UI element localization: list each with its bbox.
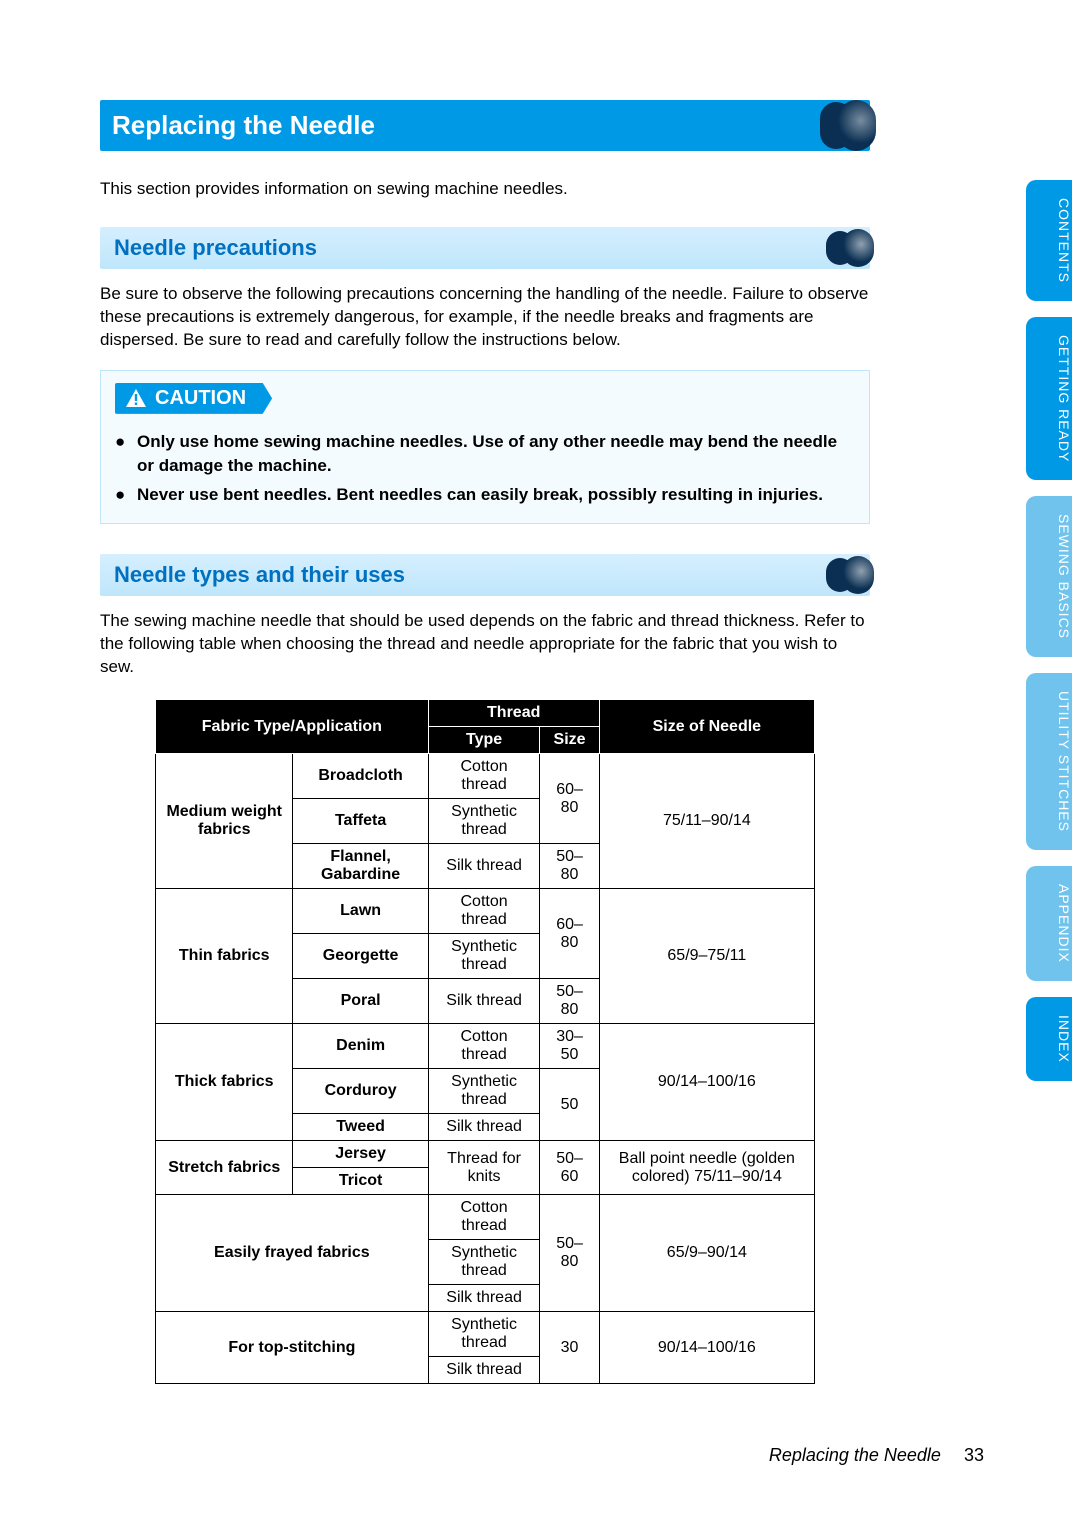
section-title-needle-types: Needle types and their uses	[100, 554, 870, 596]
fabric-cell: Corduroy	[293, 1069, 428, 1114]
fabric-group: Thick fabrics	[156, 1024, 293, 1141]
thread-type: Synthetic thread	[428, 934, 540, 979]
thread-size: 50–60	[540, 1141, 599, 1195]
fabric-group: For top-stitching	[156, 1312, 429, 1384]
thread-size: 60–80	[540, 889, 599, 979]
needle-size: 65/9–90/14	[599, 1195, 814, 1312]
th-thread-size: Size	[540, 727, 599, 754]
thread-type: Synthetic thread	[428, 1312, 540, 1357]
tab-getting-ready[interactable]: GETTING READY	[1026, 317, 1072, 480]
thread-type: Thread for knits	[428, 1141, 540, 1195]
thread-size: 30	[540, 1312, 599, 1384]
thread-type: Cotton thread	[428, 1024, 540, 1069]
th-needle: Size of Needle	[599, 700, 814, 754]
tab-index[interactable]: INDEX	[1026, 997, 1072, 1081]
caution-tag: CAUTION	[115, 383, 272, 414]
caution-item: Only use home sewing machine needles. Us…	[115, 430, 855, 478]
section2-text: The sewing machine needle that should be…	[100, 610, 870, 679]
th-thread: Thread	[428, 700, 599, 727]
thread-size: 50–80	[540, 1195, 599, 1312]
caution-label: CAUTION	[155, 387, 246, 410]
fabric-cell: Denim	[293, 1024, 428, 1069]
thread-type: Cotton thread	[428, 1195, 540, 1240]
tab-appendix[interactable]: APPENDIX	[1026, 866, 1072, 981]
footer-title: Replacing the Needle	[769, 1445, 941, 1465]
warning-icon	[125, 388, 147, 408]
thread-size: 60–80	[540, 754, 599, 844]
fabric-group: Stretch fabrics	[156, 1141, 293, 1195]
thread-type: Silk thread	[428, 1114, 540, 1141]
thread-type: Synthetic thread	[428, 1240, 540, 1285]
needle-table: Fabric Type/Application Thread Size of N…	[155, 699, 815, 1384]
thread-size: 50–80	[540, 844, 599, 889]
thread-type: Silk thread	[428, 1285, 540, 1312]
thread-size: 30–50	[540, 1024, 599, 1069]
fabric-cell: Tricot	[293, 1168, 428, 1195]
caution-box: CAUTION Only use home sewing machine nee…	[100, 370, 870, 524]
thread-type: Synthetic thread	[428, 799, 540, 844]
fabric-group: Medium weight fabrics	[156, 754, 293, 889]
fabric-cell: Tweed	[293, 1114, 428, 1141]
page-main-title: Replacing the Needle	[100, 100, 870, 151]
fabric-cell: Flannel, Gabardine	[293, 844, 428, 889]
fabric-group: Thin fabrics	[156, 889, 293, 1024]
thread-type: Silk thread	[428, 1357, 540, 1384]
th-thread-type: Type	[428, 727, 540, 754]
fabric-cell: Lawn	[293, 889, 428, 934]
section-title-precautions: Needle precautions	[100, 227, 870, 269]
needle-size: 65/9–75/11	[599, 889, 814, 1024]
thread-size: 50–80	[540, 979, 599, 1024]
footer-page-number: 33	[964, 1445, 984, 1465]
fabric-cell: Georgette	[293, 934, 428, 979]
intro-text: This section provides information on sew…	[100, 179, 870, 199]
caution-item: Never use bent needles. Bent needles can…	[115, 483, 855, 507]
thread-type: Cotton thread	[428, 889, 540, 934]
thread-type: Silk thread	[428, 844, 540, 889]
tab-contents[interactable]: CONTENTS	[1026, 180, 1072, 301]
section1-text: Be sure to observe the following precaut…	[100, 283, 870, 352]
page-footer: Replacing the Needle 33	[769, 1445, 984, 1466]
side-nav: CONTENTS GETTING READY SEWING BASICS UTI…	[1026, 180, 1072, 1097]
needle-size: 90/14–100/16	[599, 1024, 814, 1141]
fabric-cell: Jersey	[293, 1141, 428, 1168]
needle-size: Ball point needle (golden colored) 75/11…	[599, 1141, 814, 1195]
fabric-group: Easily frayed fabrics	[156, 1195, 429, 1312]
tab-sewing-basics[interactable]: SEWING BASICS	[1026, 496, 1072, 657]
thread-type: Cotton thread	[428, 754, 540, 799]
needle-size: 75/11–90/14	[599, 754, 814, 889]
thread-type: Synthetic thread	[428, 1069, 540, 1114]
fabric-cell: Broadcloth	[293, 754, 428, 799]
fabric-cell: Poral	[293, 979, 428, 1024]
tab-utility-stitches[interactable]: UTILITY STITCHES	[1026, 673, 1072, 850]
needle-size: 90/14–100/16	[599, 1312, 814, 1384]
thread-type: Silk thread	[428, 979, 540, 1024]
thread-size: 50	[540, 1069, 599, 1141]
fabric-cell: Taffeta	[293, 799, 428, 844]
th-fabric: Fabric Type/Application	[156, 700, 429, 754]
